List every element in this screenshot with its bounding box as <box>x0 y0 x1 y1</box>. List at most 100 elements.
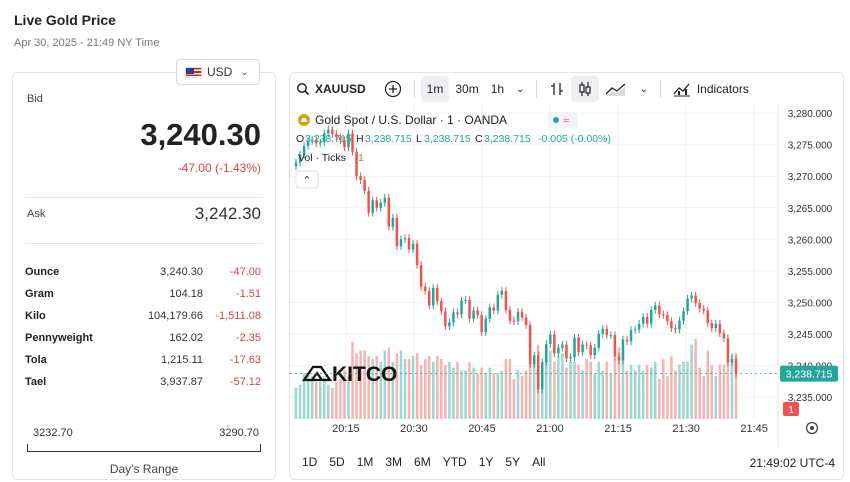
interval-1m[interactable]: 1m <box>420 76 450 102</box>
candle-body <box>714 323 718 329</box>
symbol-search[interactable]: XAUUSD <box>290 76 372 102</box>
volume-bar <box>496 373 500 419</box>
candle-body <box>367 190 370 213</box>
candle-body <box>310 139 314 141</box>
volume-bar <box>734 353 738 419</box>
candles-style-button[interactable] <box>571 76 600 102</box>
candle-body <box>694 295 697 303</box>
volume-bar <box>306 373 310 419</box>
candle-body <box>464 299 467 301</box>
candle-body <box>561 344 564 348</box>
range-ytd[interactable]: YTD <box>442 455 467 469</box>
range-5y[interactable]: 5Y <box>505 455 521 469</box>
price-candles <box>294 125 738 394</box>
range-5d[interactable]: 5D <box>329 455 345 469</box>
candle-body <box>331 129 334 135</box>
volume-bar <box>399 350 403 419</box>
volume-bar <box>355 353 358 419</box>
chart-clock[interactable]: 21:49:02 UTC-4 <box>749 456 835 470</box>
chart-canvas[interactable]: 3,280.000 3,275.000 3,270.000 3,265.000 3,26… <box>290 105 843 447</box>
bars-style-button[interactable] <box>543 76 571 102</box>
candle-body <box>690 295 693 299</box>
kitco-logo-icon <box>301 365 333 382</box>
price-axis: 3,280.000 3,275.000 3,270.000 3,265.000 3,26… <box>788 109 833 404</box>
volume-bar <box>436 356 439 419</box>
volume-bar <box>597 361 601 419</box>
chart-type-menu-button[interactable]: ⌄ <box>633 76 653 102</box>
ohlc-low-label: L <box>416 133 422 145</box>
volume-bar <box>641 370 645 419</box>
interval-menu-button[interactable]: ⌄ <box>510 76 530 102</box>
candle-body <box>411 243 415 250</box>
range-1y[interactable]: 1Y <box>478 455 494 469</box>
last-volume-tag <box>783 402 799 416</box>
last-price-tag <box>780 365 838 382</box>
candle-body <box>637 323 641 330</box>
range-3m[interactable]: 3M <box>385 455 403 469</box>
volume-bar <box>347 376 350 419</box>
gear-center <box>810 426 814 430</box>
time-tick-label: 20:45 <box>468 423 496 435</box>
currency-select[interactable]: USD ⌄ <box>176 59 260 85</box>
indicators-button[interactable]: Indicators <box>667 76 755 102</box>
unit-change: -47.00 <box>229 266 261 278</box>
volume-bar <box>718 364 722 419</box>
chart-legend: Gold Spot / U.S. Dollar · 1 · OANDA ≈ O … <box>295 112 611 189</box>
chart-settings-button[interactable] <box>805 421 819 435</box>
ohlc-low: 3,238.715 <box>424 133 471 145</box>
range-all[interactable]: All <box>532 455 546 469</box>
candle-body <box>314 139 318 144</box>
indicators-label: Indicators <box>696 82 749 96</box>
candle-body <box>496 294 500 311</box>
volume-bar <box>654 361 657 419</box>
volume-bar <box>585 359 588 419</box>
candle-body <box>419 265 423 287</box>
volume-bar <box>440 359 443 419</box>
day-range-label: Day's Range <box>109 462 179 476</box>
compare-button[interactable] <box>378 76 408 102</box>
candle-body <box>294 162 298 167</box>
divider <box>25 197 263 198</box>
unit-row-tola: Tola 1,215.11 -17.63 <box>25 349 261 371</box>
candle-body <box>706 310 709 324</box>
volume-bar <box>637 364 641 419</box>
candle-body <box>621 339 625 361</box>
volume-bar <box>456 361 459 419</box>
candle-body <box>375 200 378 208</box>
range-1d[interactable]: 1D <box>302 455 318 469</box>
volume-bar <box>532 356 536 419</box>
volume-bar <box>621 353 625 419</box>
bid-label: Bid <box>27 93 43 105</box>
volume-bar <box>371 359 374 419</box>
range-1m[interactable]: 1M <box>356 455 374 469</box>
volume-bar <box>500 370 504 419</box>
candle-body <box>528 325 532 365</box>
unit-row-pennyweight: Pennyweight 162.02 -2.35 <box>25 327 261 349</box>
volume-bar <box>480 367 483 419</box>
collapse-legend-button[interactable] <box>295 170 319 189</box>
area-style-button[interactable] <box>599 76 633 102</box>
range-6m[interactable]: 6M <box>414 455 431 469</box>
candle-body <box>516 311 520 322</box>
volume-bar <box>557 356 560 419</box>
ohlc-change: -0.005 (-0.00%) <box>538 133 611 145</box>
candle-body <box>662 314 665 316</box>
volume-bar <box>379 361 383 419</box>
market-status-badge[interactable] <box>548 112 578 128</box>
candle-body <box>601 328 605 334</box>
time-tick-label: 21:45 <box>740 423 768 435</box>
unit-row-kilo: Kilo 104,179.66 -1,511.08 <box>25 305 261 327</box>
volume-bar <box>468 361 471 419</box>
kitco-wordmark: KITCO <box>332 363 397 386</box>
candle-body <box>468 299 471 319</box>
candle-body <box>666 314 669 322</box>
gear-icon <box>805 421 819 435</box>
candle-body <box>335 134 338 138</box>
unit-price: 1,215.11 <box>160 354 203 366</box>
volume-bar <box>512 379 516 419</box>
volume-bar <box>645 364 649 419</box>
interval-1h[interactable]: 1h <box>490 82 505 96</box>
candle-body <box>452 312 455 323</box>
volume-bar <box>419 364 423 419</box>
interval-30m[interactable]: 30m <box>455 82 479 96</box>
